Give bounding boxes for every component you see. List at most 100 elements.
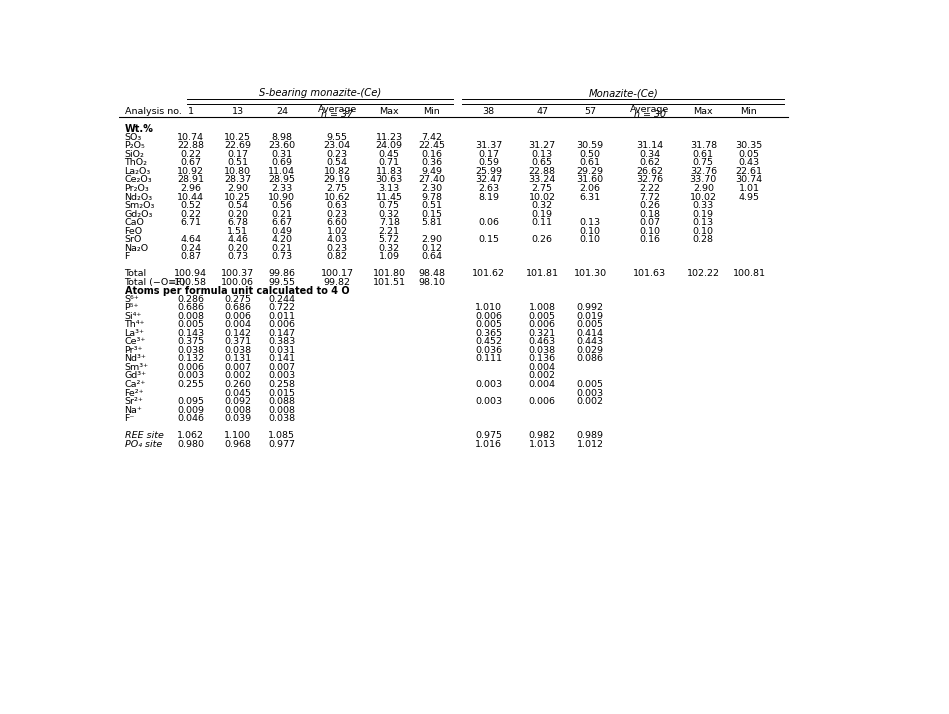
Text: 0.031: 0.031 <box>269 346 295 355</box>
Text: 0.006: 0.006 <box>177 363 204 372</box>
Text: Max: Max <box>380 107 400 116</box>
Text: 0.05: 0.05 <box>738 150 759 159</box>
Text: 28.95: 28.95 <box>269 176 295 184</box>
Text: 0.69: 0.69 <box>271 159 292 167</box>
Text: 0.002: 0.002 <box>529 371 556 381</box>
Text: Si⁴⁺: Si⁴⁺ <box>124 312 142 321</box>
Text: 1.085: 1.085 <box>269 431 295 440</box>
Text: S-bearing monazite-(Ce): S-bearing monazite-(Ce) <box>259 88 381 98</box>
Text: 31.60: 31.60 <box>576 176 604 184</box>
Text: 23.04: 23.04 <box>324 141 350 151</box>
Text: 9.78: 9.78 <box>421 193 442 201</box>
Text: 1.012: 1.012 <box>577 440 604 448</box>
Text: 22.61: 22.61 <box>735 167 762 176</box>
Text: 0.019: 0.019 <box>577 312 604 321</box>
Text: 0.20: 0.20 <box>227 243 249 253</box>
Text: 0.452: 0.452 <box>475 338 502 346</box>
Text: Wt.%: Wt.% <box>124 124 154 134</box>
Text: Na₂O: Na₂O <box>124 243 149 253</box>
Text: Gd₂O₃: Gd₂O₃ <box>124 209 153 218</box>
Text: 0.005: 0.005 <box>577 380 604 389</box>
Text: 0.20: 0.20 <box>227 209 249 218</box>
Text: FeO: FeO <box>124 226 142 236</box>
Text: 0.23: 0.23 <box>326 243 347 253</box>
Text: Pr₂O₃: Pr₂O₃ <box>124 184 149 193</box>
Text: 0.06: 0.06 <box>478 218 499 227</box>
Text: Monazite-(Ce): Monazite-(Ce) <box>588 88 658 98</box>
Text: 32.76: 32.76 <box>690 167 716 176</box>
Text: 0.005: 0.005 <box>529 312 556 321</box>
Text: 0.443: 0.443 <box>576 338 604 346</box>
Text: 0.75: 0.75 <box>379 201 400 210</box>
Text: 0.046: 0.046 <box>177 414 204 423</box>
Text: 101.63: 101.63 <box>633 269 666 278</box>
Text: 10.02: 10.02 <box>690 193 716 201</box>
Text: 1.008: 1.008 <box>529 303 556 312</box>
Text: S⁶⁺: S⁶⁺ <box>124 295 140 303</box>
Text: 7.18: 7.18 <box>379 218 400 227</box>
Text: 0.143: 0.143 <box>177 329 204 338</box>
Text: 10.25: 10.25 <box>224 193 251 201</box>
Text: 31.27: 31.27 <box>529 141 556 151</box>
Text: 1.062: 1.062 <box>177 431 204 440</box>
Text: 47: 47 <box>536 107 549 116</box>
Text: 0.255: 0.255 <box>177 380 204 389</box>
Text: 98.10: 98.10 <box>419 278 445 287</box>
Text: 0.004: 0.004 <box>529 380 556 389</box>
Text: 0.002: 0.002 <box>577 397 604 406</box>
Text: 0.15: 0.15 <box>421 209 442 218</box>
Text: 0.59: 0.59 <box>478 159 499 167</box>
Text: 32.76: 32.76 <box>636 176 663 184</box>
Text: 38: 38 <box>482 107 494 116</box>
Text: 0.375: 0.375 <box>177 338 204 346</box>
Text: F: F <box>124 252 130 261</box>
Text: 0.002: 0.002 <box>224 371 251 381</box>
Text: Total: Total <box>124 269 147 278</box>
Text: 1.02: 1.02 <box>326 226 347 236</box>
Text: 0.092: 0.092 <box>224 397 251 406</box>
Text: 0.029: 0.029 <box>577 346 604 355</box>
Text: Na⁺: Na⁺ <box>124 406 142 415</box>
Text: La₂O₃: La₂O₃ <box>124 167 151 176</box>
Text: 31.37: 31.37 <box>474 141 502 151</box>
Text: 2.33: 2.33 <box>271 184 292 193</box>
Text: 100.58: 100.58 <box>175 278 207 287</box>
Text: Fe²⁺: Fe²⁺ <box>124 388 144 398</box>
Text: 1.09: 1.09 <box>379 252 400 261</box>
Text: 101.81: 101.81 <box>526 269 559 278</box>
Text: 57: 57 <box>584 107 596 116</box>
Text: 0.088: 0.088 <box>269 397 295 406</box>
Text: 100.37: 100.37 <box>221 269 254 278</box>
Text: 22.45: 22.45 <box>419 141 445 151</box>
Text: 6.78: 6.78 <box>227 218 249 227</box>
Text: La³⁺: La³⁺ <box>124 329 144 338</box>
Text: 0.13: 0.13 <box>531 150 553 159</box>
Text: SO₃: SO₃ <box>124 133 141 142</box>
Text: 0.045: 0.045 <box>224 388 251 398</box>
Text: 30.35: 30.35 <box>735 141 763 151</box>
Text: Analysis no.: Analysis no. <box>124 107 181 116</box>
Text: 0.008: 0.008 <box>224 406 251 415</box>
Text: P⁵⁺: P⁵⁺ <box>124 303 139 312</box>
Text: 99.55: 99.55 <box>269 278 295 287</box>
Text: 0.414: 0.414 <box>577 329 604 338</box>
Text: 2.96: 2.96 <box>180 184 201 193</box>
Text: 0.992: 0.992 <box>577 303 604 312</box>
Text: 0.463: 0.463 <box>529 338 556 346</box>
Text: 0.12: 0.12 <box>421 243 442 253</box>
Text: 9.55: 9.55 <box>326 133 347 142</box>
Text: 0.003: 0.003 <box>475 397 502 406</box>
Text: 0.003: 0.003 <box>269 371 295 381</box>
Text: 0.008: 0.008 <box>177 312 204 321</box>
Text: Average: Average <box>630 105 669 114</box>
Text: 0.07: 0.07 <box>639 218 661 227</box>
Text: Atoms per formula unit calculated to 4 O: Atoms per formula unit calculated to 4 O <box>124 286 349 296</box>
Text: 0.371: 0.371 <box>224 338 251 346</box>
Text: 2.90: 2.90 <box>693 184 714 193</box>
Text: REE site: REE site <box>124 431 163 440</box>
Text: 9.49: 9.49 <box>421 167 442 176</box>
Text: 26.62: 26.62 <box>636 167 663 176</box>
Text: 0.086: 0.086 <box>577 354 604 363</box>
Text: 0.009: 0.009 <box>177 406 204 415</box>
Text: 0.006: 0.006 <box>529 321 556 329</box>
